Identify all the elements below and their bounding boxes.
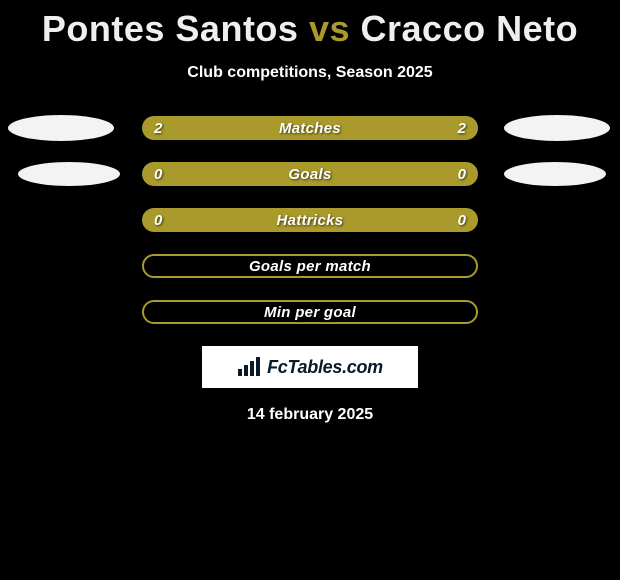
stat-bar: 2 Matches 2: [142, 116, 478, 140]
stat-row: 2 Matches 2: [0, 116, 620, 140]
player-ellipse-right: [504, 115, 610, 141]
player-ellipse-left: [8, 115, 114, 141]
stat-label: Goals per match: [249, 258, 371, 275]
stat-row: Goals per match: [0, 254, 620, 278]
stat-bar: 0 Goals 0: [142, 162, 478, 186]
date-label: 14 february 2025: [0, 406, 620, 424]
stat-row: 0 Hattricks 0: [0, 208, 620, 232]
stat-row: 0 Goals 0: [0, 162, 620, 186]
stat-bar: Goals per match: [142, 254, 478, 278]
brand-text: FcTables.com: [267, 357, 383, 378]
subtitle: Club competitions, Season 2025: [0, 64, 620, 82]
stat-bar: 0 Hattricks 0: [142, 208, 478, 232]
player-ellipse-left: [18, 162, 120, 186]
stat-label: Matches: [279, 120, 341, 137]
stat-value-right: 0: [458, 166, 466, 183]
stat-value-left: 0: [154, 212, 162, 229]
title-vs: vs: [309, 8, 350, 49]
stat-value-right: 0: [458, 212, 466, 229]
player-ellipse-right: [504, 162, 606, 186]
brand-box: FcTables.com: [202, 346, 418, 388]
stat-value-right: 2: [458, 120, 466, 137]
stat-label: Goals: [288, 166, 331, 183]
stat-value-left: 2: [154, 120, 162, 137]
page-title: Pontes Santos vs Cracco Neto: [0, 0, 620, 50]
stat-label: Hattricks: [277, 212, 344, 229]
bar-chart-icon: [237, 357, 263, 377]
stat-value-left: 0: [154, 166, 162, 183]
stat-label: Min per goal: [264, 304, 356, 321]
stat-bar: Min per goal: [142, 300, 478, 324]
stat-rows: 2 Matches 2 0 Goals 0 0 Hattricks 0 Goals per mat…: [0, 116, 620, 324]
title-player1: Pontes Santos: [42, 8, 299, 49]
stat-row: Min per goal: [0, 300, 620, 324]
title-player2: Cracco Neto: [361, 8, 579, 49]
